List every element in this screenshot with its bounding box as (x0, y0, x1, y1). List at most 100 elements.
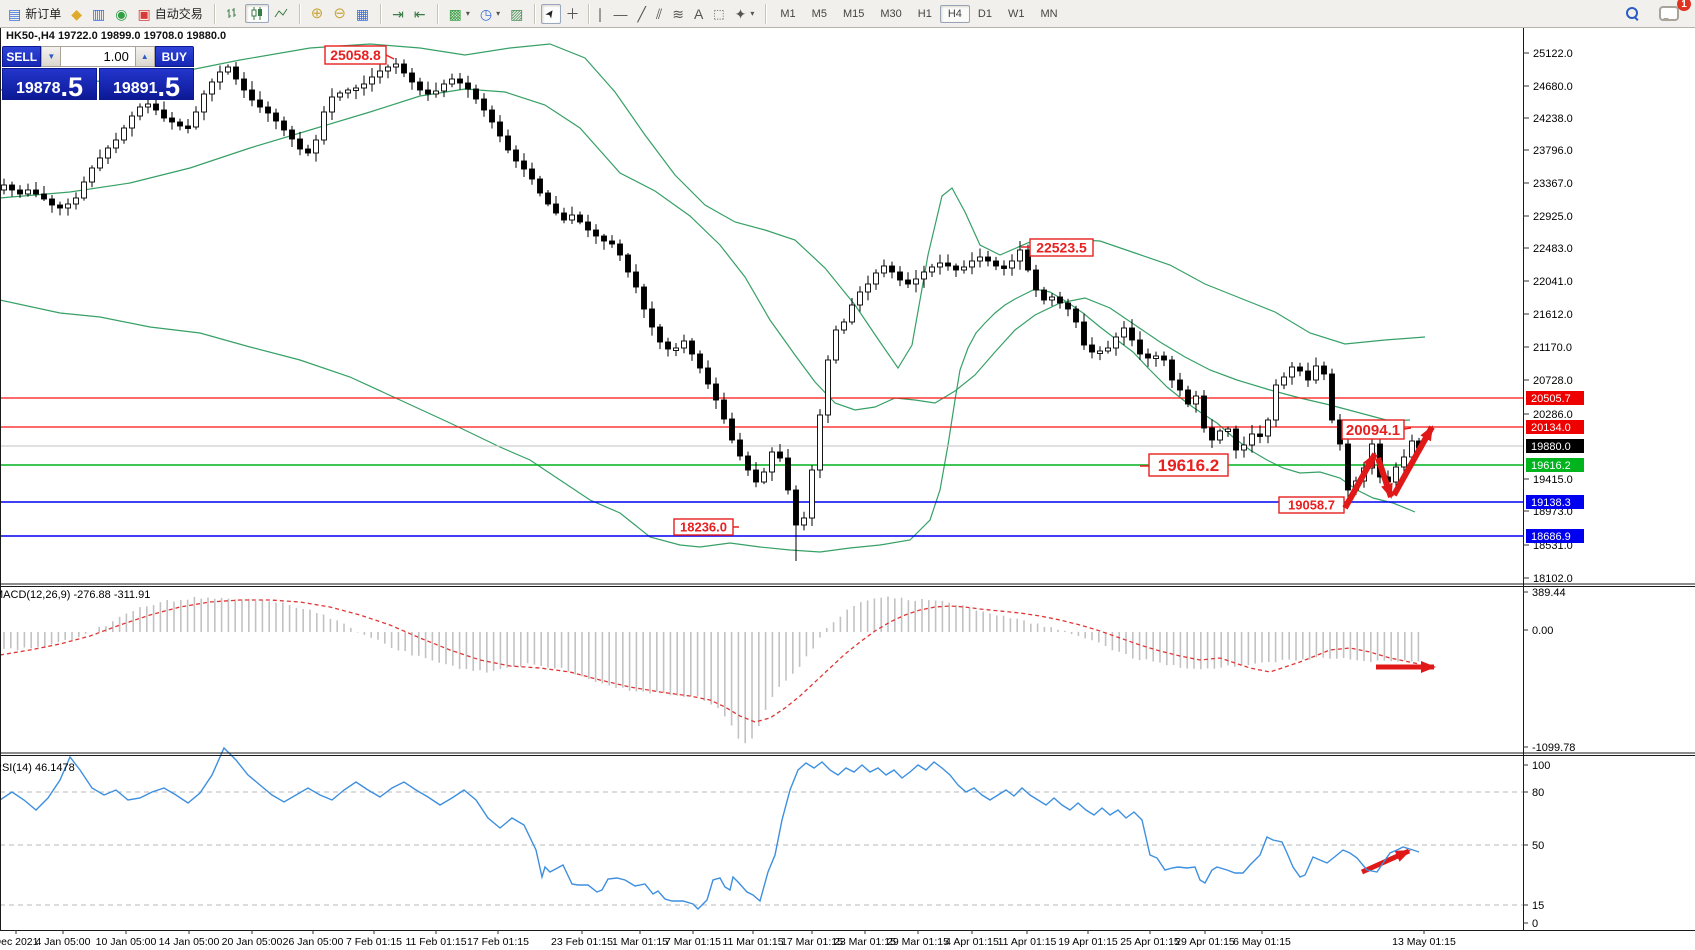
svg-text:389.44: 389.44 (1532, 587, 1566, 599)
drawn-arrows[interactable] (1342, 425, 1436, 875)
hline-button[interactable]: — (609, 4, 633, 24)
svg-text:50: 50 (1532, 840, 1544, 852)
svg-text:4 Apr 01:15: 4 Apr 01:15 (945, 936, 999, 948)
svg-text:20134.0: 20134.0 (1531, 422, 1571, 434)
label-button[interactable]: ⬚ (708, 4, 729, 24)
gold-icon: ◆ (71, 5, 83, 22)
svg-text:22523.5: 22523.5 (1036, 240, 1087, 256)
price-badge-20134.0 (1526, 420, 1584, 434)
arrows-icon: ✦ (734, 5, 747, 22)
svg-text:10 Jan 05:00: 10 Jan 05:00 (96, 936, 157, 948)
svg-text:18102.0: 18102.0 (1533, 573, 1573, 585)
vline-button[interactable]: ∣ (592, 4, 609, 24)
svg-text:19880.0: 19880.0 (1531, 441, 1571, 453)
svg-text:25058.8: 25058.8 (330, 47, 381, 63)
volume-input[interactable]: 1.00 (61, 46, 135, 67)
svg-text:22925.0: 22925.0 (1533, 211, 1573, 223)
sell-button[interactable]: SELL (2, 46, 42, 67)
tile-windows-button[interactable]: ▦ (351, 4, 374, 24)
one-click-trade-panel: SELL ▼ 1.00 ▲ BUY 19878.5 19891.5 (2, 46, 195, 101)
timeframe-m30[interactable]: M30 (880, 7, 902, 20)
callout-18236.0[interactable] (673, 518, 734, 536)
timeframe-h1[interactable]: H1 (917, 7, 932, 20)
crosshair-icon: ＋ (565, 5, 580, 22)
svg-text:22483.0: 22483.0 (1533, 243, 1573, 255)
zoom-in-button[interactable]: ⊕ (306, 4, 329, 24)
price-badge-19616.2 (1526, 458, 1584, 472)
crosshair-button[interactable]: ＋ (561, 4, 585, 24)
auto-scroll-button[interactable]: ⇤ (409, 4, 431, 24)
new-order-icon: ▤ (8, 5, 22, 22)
volume-down-button[interactable]: ▼ (41, 46, 62, 67)
svg-text:100: 100 (1532, 760, 1550, 772)
text-button[interactable]: A (689, 4, 708, 24)
svg-text:20 Jan 05:00: 20 Jan 05:00 (222, 936, 283, 948)
autotrade-button[interactable]: ▣ 自动交易 (132, 2, 207, 25)
community-button[interactable]: ◉ (110, 4, 132, 24)
svg-text:17 Feb 01:15: 17 Feb 01:15 (467, 936, 529, 948)
ask-price[interactable]: 19891.5 (99, 68, 194, 101)
zoom-out-button[interactable]: ⊖ (328, 4, 351, 24)
macd-signal-line (1, 599, 1420, 723)
channel-button[interactable]: ⫽ (651, 4, 667, 24)
bollinger-upper-band (1, 43, 1426, 370)
auto-scroll-icon: ⇤ (413, 5, 426, 22)
trendline-button[interactable]: ╱ (633, 4, 651, 24)
timeframe-d1[interactable]: D1 (977, 7, 992, 20)
svg-text:29 Apr 01:15: 29 Apr 01:15 (1175, 936, 1235, 948)
timeframe-h4[interactable]: H4 (939, 4, 970, 23)
label-icon: ⬚ (713, 6, 725, 21)
autotrade-icon: ▣ (137, 5, 151, 22)
svg-text:7 Feb 01:15: 7 Feb 01:15 (346, 936, 402, 948)
template-button[interactable]: ▨ (505, 4, 528, 24)
channel-icon: ⫽ (655, 5, 663, 22)
svg-text:29 Mar 01:15: 29 Mar 01:15 (887, 936, 949, 948)
gold-button[interactable]: ◆ (66, 4, 87, 24)
price-axis[interactable]: 25122.0 24680.0 24238.0 23796.0 23367.0 22925… (1523, 48, 1584, 930)
svg-text:-1099.78: -1099.78 (1532, 742, 1575, 754)
timeframe-m15[interactable]: M15 (842, 7, 865, 20)
timeframe-m1[interactable]: M1 (780, 7, 796, 20)
svg-text:15: 15 (1532, 900, 1544, 912)
notification-badge: 1 (1677, 0, 1691, 11)
callout-19616.2[interactable] (1148, 453, 1229, 477)
template-icon: ▨ (510, 5, 524, 22)
bar-chart-button[interactable] (221, 4, 245, 23)
timeframe-m5[interactable]: M5 (811, 7, 827, 20)
svg-text:6 May 01:15: 6 May 01:15 (1233, 936, 1291, 948)
timeframe-mn[interactable]: MN (1040, 7, 1058, 20)
cursor-button[interactable]: ➤ (541, 3, 561, 24)
callout-20094.1[interactable] (1341, 419, 1405, 440)
svg-text:23 Feb 01:15: 23 Feb 01:15 (551, 936, 613, 948)
callout-22523.5[interactable] (1029, 238, 1094, 257)
arrows-button[interactable]: ✦ ▾ (734, 5, 755, 22)
shift-end-button[interactable]: ⇥ (387, 4, 409, 24)
timeframe-w1[interactable]: W1 (1007, 7, 1025, 20)
line-chart-icon (274, 8, 288, 18)
volume-up-button[interactable]: ▲ (134, 46, 155, 67)
svg-text:Dec 2021: Dec 2021 (0, 936, 39, 948)
candlestick-button[interactable] (244, 4, 269, 23)
price-callouts: 25058.8 22523.5 19616.2 20094.1 19058.7 18236… (324, 45, 1412, 536)
new-chart-button[interactable]: ▩ ▾ (448, 5, 470, 22)
svg-text:23367.0: 23367.0 (1533, 178, 1573, 190)
chat-button[interactable]: 1 (1654, 0, 1691, 24)
new-order-button[interactable]: ▤ 新订单 (3, 2, 66, 25)
svg-text:25122.0: 25122.0 (1533, 48, 1573, 60)
accounts-button[interactable]: ▥ (87, 4, 110, 24)
fibonacci-button[interactable]: ≋ (667, 4, 689, 24)
new-order-label: 新订单 (25, 7, 62, 21)
zoom-out-icon: ⊖ (333, 4, 346, 22)
search-button[interactable] (1621, 4, 1644, 23)
svg-text:20505.7: 20505.7 (1531, 393, 1571, 405)
callout-25058.8[interactable] (324, 45, 387, 65)
rsi-label: RSI(14) 46.1478 (0, 762, 75, 774)
buy-button[interactable]: BUY (154, 46, 195, 67)
period-button[interactable]: ◷ ▾ (479, 5, 501, 22)
svg-text:0: 0 (1532, 918, 1538, 930)
svg-text:7 Mar 01:15: 7 Mar 01:15 (665, 936, 721, 948)
line-chart-button[interactable] (269, 4, 293, 23)
bid-price[interactable]: 19878.5 (2, 68, 97, 101)
